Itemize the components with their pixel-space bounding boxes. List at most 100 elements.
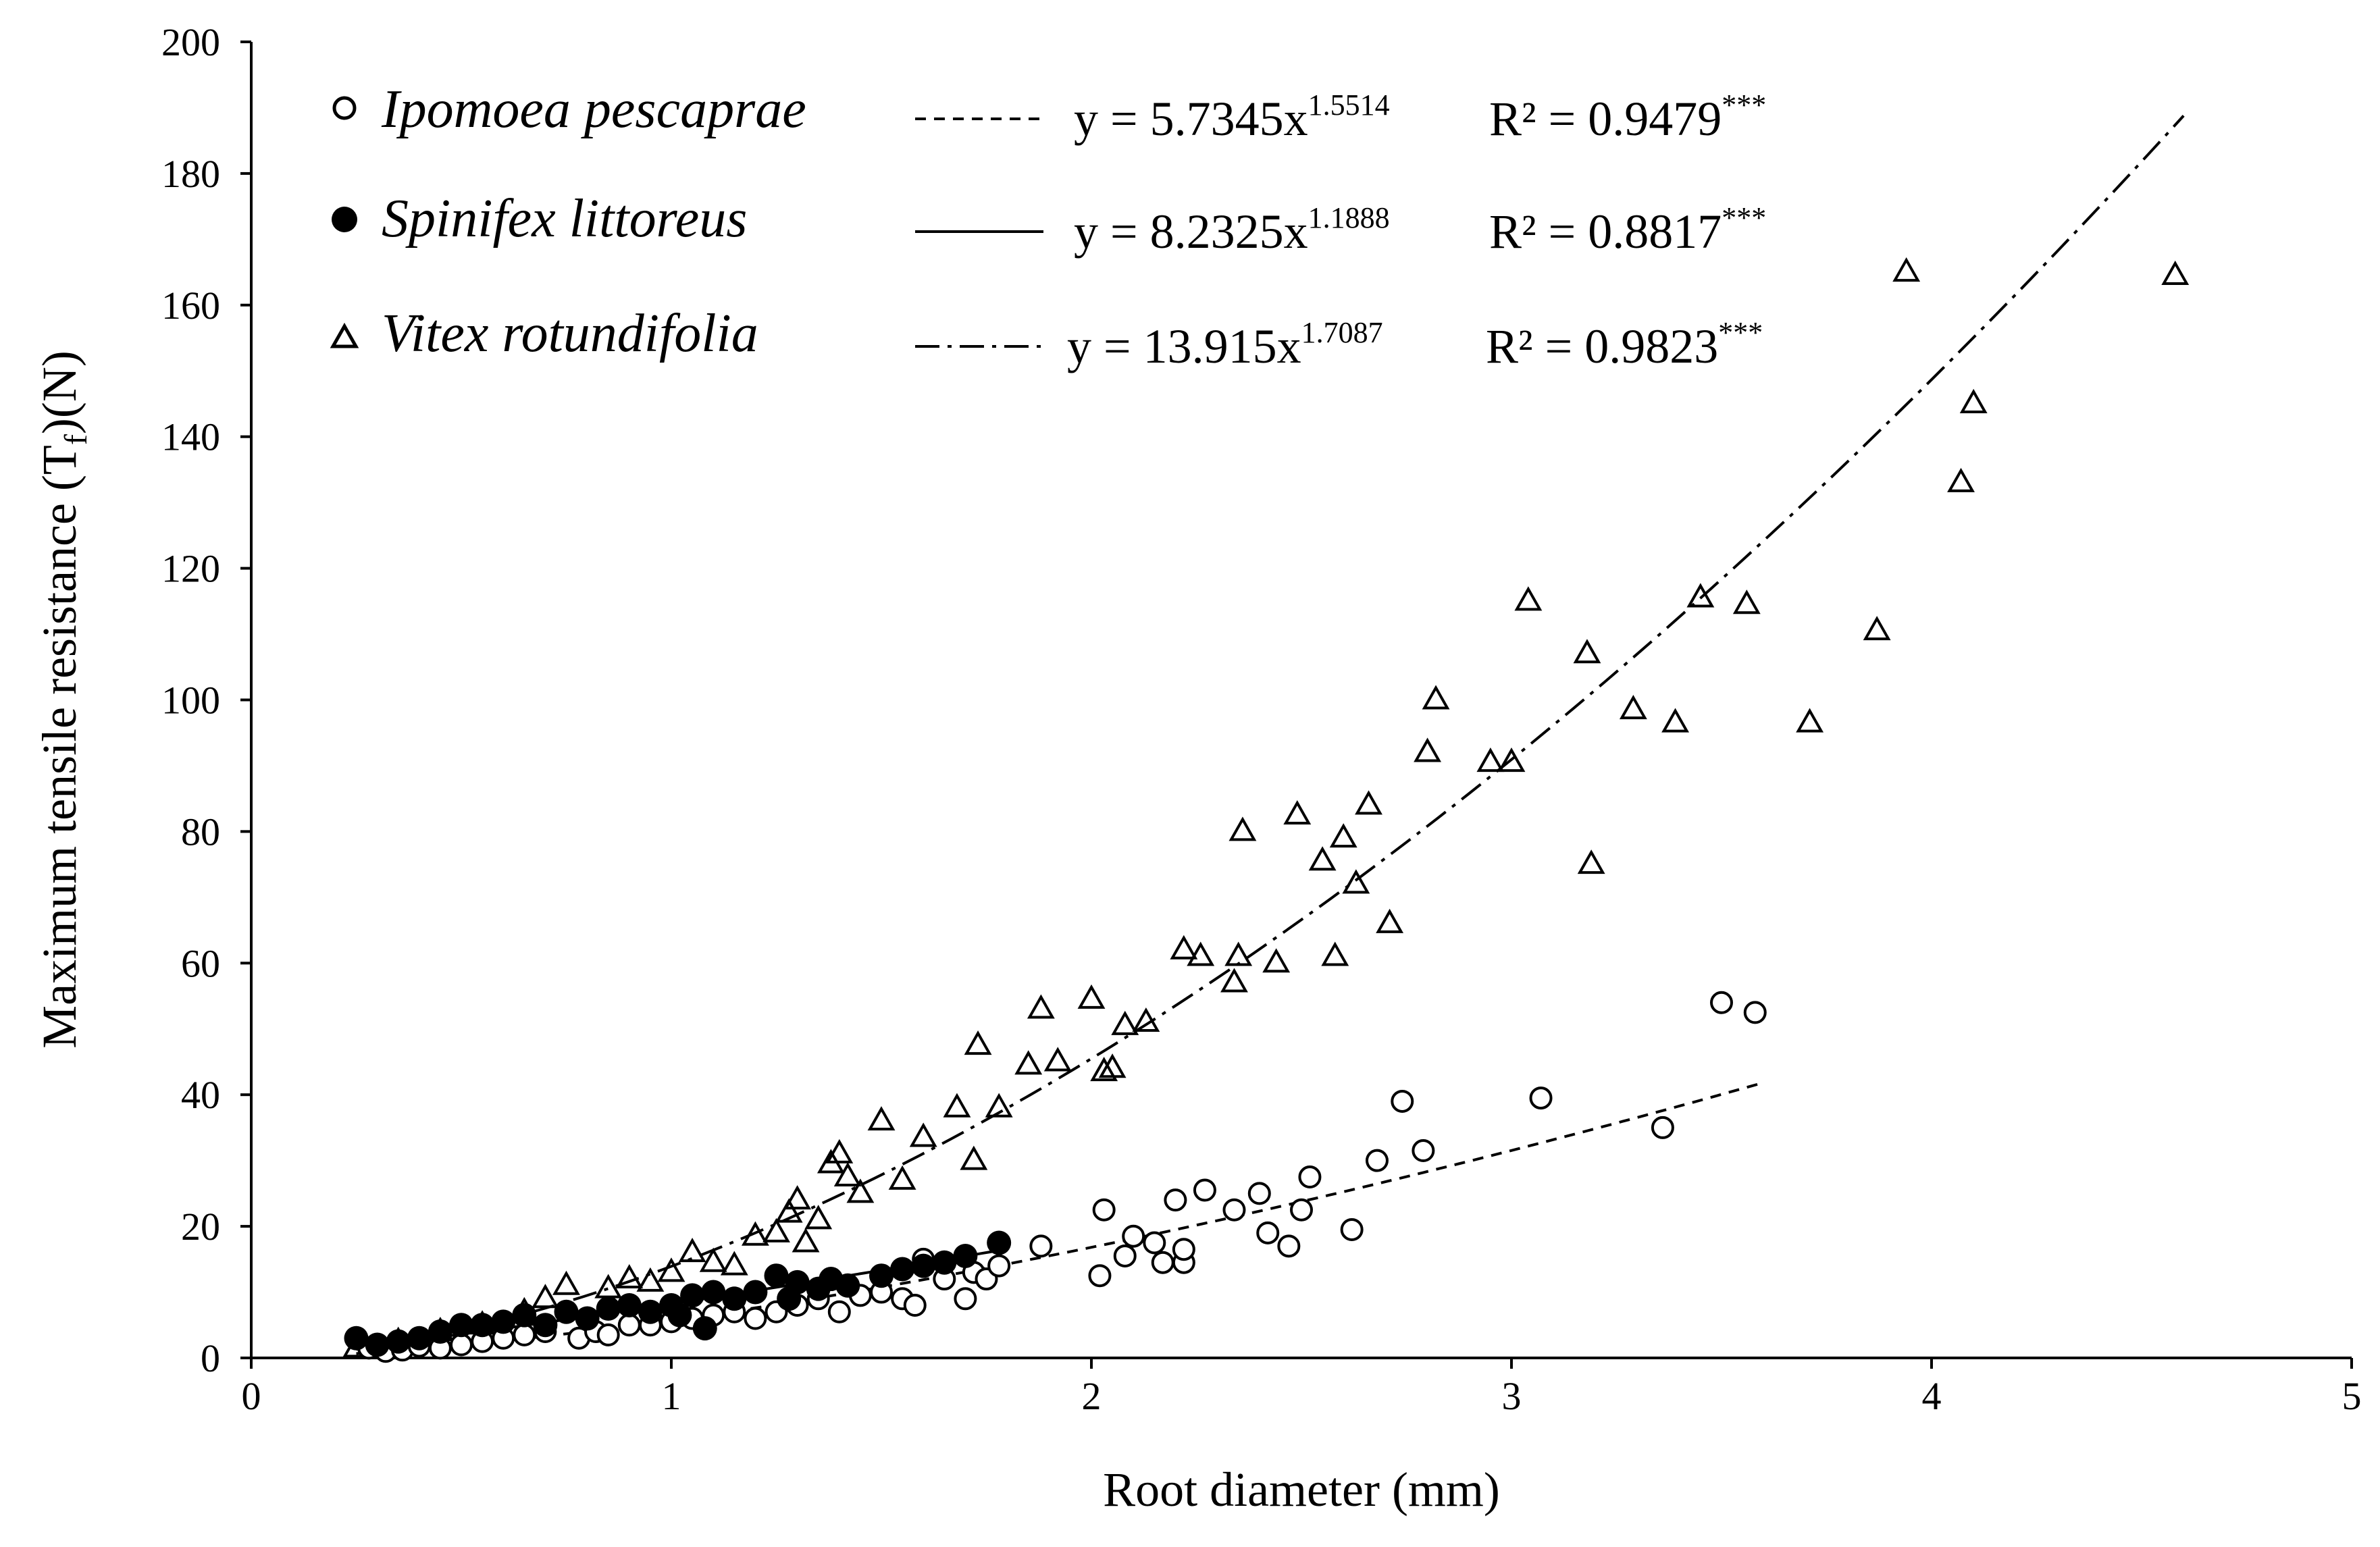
point-ipomoea	[1122, 1224, 1145, 1248]
point-ipomoea	[1222, 1198, 1246, 1222]
point-vitex	[1111, 1010, 1139, 1035]
legend-equation-ipomoea: y = 5.7345x1.5514	[1074, 88, 1390, 146]
point-vitex	[1014, 1050, 1043, 1075]
legend-label-spinifex: Spinifex littoreus	[382, 189, 747, 248]
point-spinifex	[638, 1299, 663, 1324]
fit-lines	[356, 115, 2185, 1355]
point-spinifex	[890, 1257, 915, 1282]
point-vitex	[775, 1198, 803, 1223]
legend-entry-spinifex: Spinifex littoreus y = 8.2325x1.1888 R² …	[332, 189, 1766, 259]
point-ipomoea	[1529, 1086, 1553, 1110]
point-ipomoea	[1113, 1244, 1137, 1267]
y-tick-label: 100	[161, 679, 220, 723]
point-ipomoea	[1256, 1221, 1280, 1244]
point-ipomoea	[1193, 1178, 1216, 1202]
point-vitex	[720, 1251, 748, 1276]
y-tick-label: 120	[161, 547, 220, 591]
point-vitex	[846, 1178, 875, 1203]
point-ipomoea	[903, 1294, 927, 1317]
point-vitex	[1283, 799, 1312, 825]
point-ipomoea	[1277, 1234, 1301, 1258]
point-spinifex	[554, 1299, 579, 1324]
point-spinifex	[407, 1326, 432, 1351]
x-tick-label: 0	[242, 1374, 261, 1418]
y-tick-label: 200	[161, 20, 220, 64]
x-tick-label: 3	[1502, 1374, 1522, 1418]
point-ipomoea	[1651, 1116, 1674, 1139]
point-vitex	[552, 1270, 580, 1295]
y-axis-title-main: Maximum tensile resistance (T	[32, 445, 86, 1049]
x-tick-label: 1	[662, 1374, 681, 1418]
point-ipomoea	[1290, 1198, 1313, 1222]
point-vitex	[1170, 935, 1198, 960]
point-ipomoea	[987, 1254, 1011, 1278]
point-vitex	[1228, 816, 1257, 841]
point-vitex	[1077, 984, 1106, 1009]
x-tick-label: 4	[1922, 1374, 1942, 1418]
point-vitex	[964, 1030, 992, 1055]
point-ipomoea	[450, 1333, 473, 1357]
point-ipomoea	[1088, 1264, 1112, 1288]
point-spinifex	[692, 1316, 717, 1341]
point-vitex	[943, 1093, 971, 1118]
point-vitex	[1224, 941, 1253, 966]
point-ipomoea	[1164, 1188, 1187, 1212]
point-spinifex	[596, 1296, 621, 1321]
point-vitex	[909, 1122, 937, 1147]
legend: Ipomoea pescaprae y = 5.7345x1.5514 R² =…	[330, 80, 1766, 373]
point-vitex	[1376, 908, 1404, 933]
point-spinifex	[386, 1329, 411, 1354]
point-spinifex	[953, 1243, 978, 1268]
point-spinifex	[764, 1263, 789, 1288]
point-spinifex	[987, 1230, 1012, 1255]
point-vitex	[792, 1228, 820, 1253]
legend-r2-ipomoea: R² = 0.9479***	[1489, 88, 1766, 146]
data-points	[342, 257, 2190, 1363]
point-vitex	[1355, 790, 1382, 815]
legend-equation-spinifex: y = 8.2325x1.1888	[1074, 201, 1390, 259]
point-spinifex	[835, 1273, 860, 1298]
y-tick-label: 80	[181, 810, 220, 854]
point-vitex	[615, 1264, 644, 1289]
y-axis-title-sub: f	[58, 434, 94, 445]
y-tick-label: 60	[181, 941, 220, 985]
point-spinifex	[344, 1326, 369, 1351]
point-ipomoea	[1365, 1149, 1389, 1172]
legend-marker-filled-circle	[332, 207, 357, 232]
point-spinifex	[575, 1306, 600, 1331]
point-spinifex	[470, 1313, 495, 1338]
point-vitex	[833, 1161, 862, 1187]
point-vitex	[699, 1247, 727, 1272]
y-tick-label: 160	[161, 284, 220, 327]
point-vitex	[1329, 823, 1357, 848]
ticks: 0 1 2 3 4 5 0 20 40 60 80 100 120 140 160 180 200	[161, 20, 2362, 1418]
point-vitex	[762, 1217, 790, 1242]
legend-marker-open-circle	[332, 96, 357, 120]
y-tick-label: 40	[181, 1073, 220, 1117]
point-ipomoea	[1412, 1139, 1435, 1163]
y-tick-label: 140	[161, 415, 220, 459]
point-vitex	[1863, 616, 1891, 641]
point-ipomoea	[1391, 1089, 1414, 1113]
point-vitex	[531, 1284, 559, 1309]
point-ipomoea	[1298, 1165, 1322, 1189]
point-ipomoea	[1143, 1231, 1166, 1255]
point-vitex	[1414, 737, 1442, 762]
point-vitex	[1220, 968, 1248, 993]
point-vitex	[678, 1238, 706, 1263]
point-vitex	[1686, 583, 1715, 608]
point-vitex	[1132, 1007, 1160, 1032]
point-vitex	[1732, 589, 1761, 614]
point-spinifex	[533, 1313, 558, 1338]
point-ipomoea	[744, 1307, 767, 1330]
point-vitex	[825, 1138, 854, 1163]
fit-line-dash-dot	[356, 115, 2185, 1351]
point-vitex	[1947, 467, 1975, 492]
point-ipomoea	[827, 1300, 851, 1323]
point-vitex	[657, 1257, 685, 1282]
point-vitex	[1892, 257, 1921, 282]
point-spinifex	[722, 1286, 747, 1311]
legend-entry-ipomoea: Ipomoea pescaprae y = 5.7345x1.5514 R² =…	[332, 80, 1766, 146]
point-spinifex	[491, 1309, 516, 1334]
